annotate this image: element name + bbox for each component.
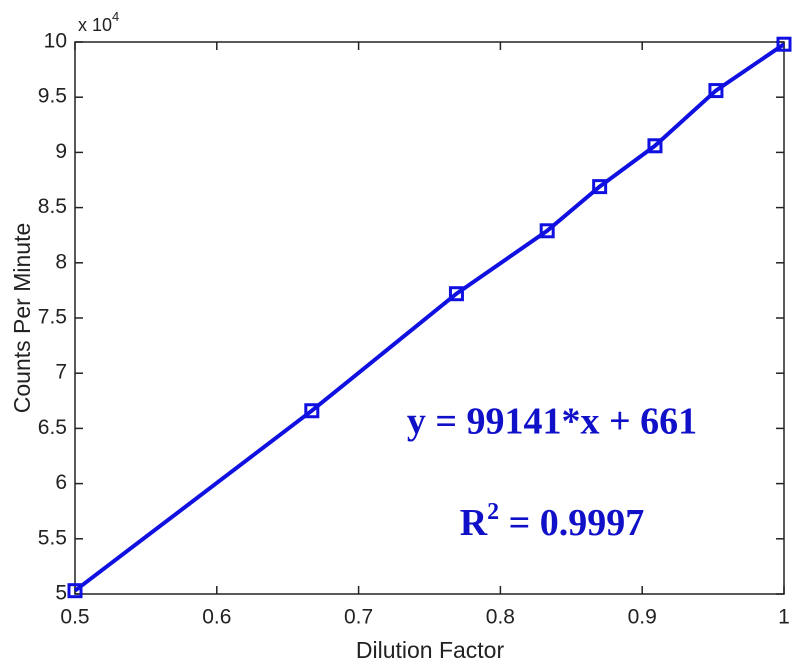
data-point: [647, 138, 663, 154]
y-tick-label: 6: [55, 471, 67, 494]
y-axis-label: Counts Per Minute: [9, 223, 35, 413]
y-tick-label: 8.5: [38, 195, 67, 218]
r2-sup: 2: [487, 499, 499, 525]
y-multiplier-base: x 10: [78, 15, 112, 35]
y-multiplier-sup: 4: [112, 9, 119, 24]
x-tick-label: 0.9: [628, 606, 657, 629]
data-point: [539, 223, 555, 239]
r2-text: = 0.9997: [499, 502, 644, 544]
x-tick-label: 0.5: [60, 606, 89, 629]
x-tick-label: 0.8: [486, 606, 515, 629]
series-line: [73, 42, 786, 593]
x-tick-label: 0.6: [202, 606, 231, 629]
y-tick-label: 9.5: [38, 85, 67, 108]
y-tick-label: 6.5: [38, 416, 67, 439]
x-tick-label: 1: [778, 606, 790, 629]
data-point: [304, 403, 320, 419]
data-point: [67, 583, 83, 599]
y-tick-label: 8: [55, 250, 67, 273]
data-point: [592, 179, 608, 195]
y-tick-label: 10: [44, 30, 67, 53]
y-tick-label: 5.5: [38, 526, 67, 549]
y-multiplier: x 104: [78, 9, 119, 34]
y-tick-label: 7.5: [38, 306, 67, 329]
r-squared: R2 = 0.9997: [460, 499, 645, 544]
data-point: [448, 286, 464, 302]
data-point: [776, 36, 792, 52]
r2-base: R: [460, 502, 488, 544]
data-point: [708, 83, 724, 99]
y-tick-label: 5: [55, 582, 67, 605]
y-tick-label: 9: [55, 140, 67, 163]
equation: y = 99141*x + 661: [407, 401, 697, 443]
x-axis-label: Dilution Factor: [356, 637, 505, 663]
x-tick-label: 0.7: [344, 606, 373, 629]
y-tick-label: 7: [55, 361, 67, 384]
